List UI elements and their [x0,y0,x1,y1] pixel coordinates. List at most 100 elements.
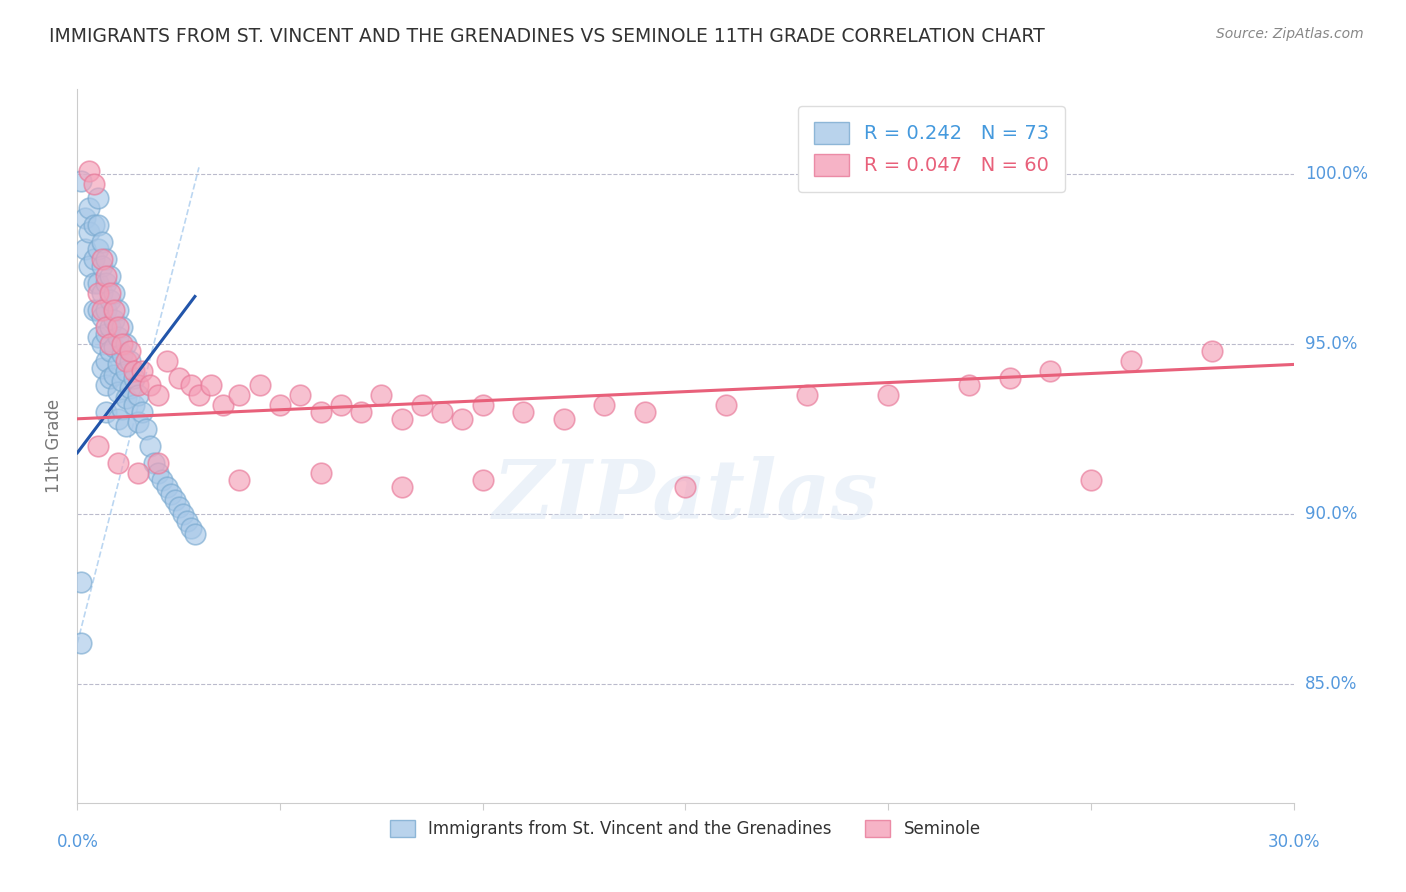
Point [103,341,125,355]
Point [1039,364,1062,378]
Point [471,398,494,412]
Point [83,303,105,318]
Point [86,218,108,232]
Point [131,405,153,419]
Point [957,377,980,392]
Point [79,225,101,239]
Point [593,398,616,412]
Point [228,473,250,487]
Point [471,473,494,487]
Point [430,405,453,419]
Legend: Immigrants from St. Vincent and the Grenadines, Seminole: Immigrants from St. Vincent and the Gren… [384,813,987,845]
Point [83,218,105,232]
Point [70,636,93,650]
Point [1201,343,1223,358]
Point [115,364,138,378]
Point [115,337,138,351]
Point [148,456,170,470]
Point [127,466,149,480]
Point [75,242,97,256]
Point [94,320,117,334]
Point [107,358,129,372]
Point [675,480,697,494]
Point [94,303,117,318]
Point [94,377,117,392]
Point [553,412,575,426]
Point [90,286,112,301]
Point [143,456,166,470]
Point [86,286,108,301]
Point [86,242,108,256]
Point [75,211,97,226]
Point [139,377,162,392]
Point [159,486,181,500]
Text: 90.0%: 90.0% [1305,505,1357,523]
Point [877,388,900,402]
Point [370,388,392,402]
Point [90,337,112,351]
Point [83,276,105,290]
Point [86,276,108,290]
Point [98,320,121,334]
Point [79,163,101,178]
Point [155,480,177,494]
Point [391,412,413,426]
Point [107,412,129,426]
Point [180,377,202,392]
Text: 85.0%: 85.0% [1305,675,1357,693]
Point [172,507,194,521]
Point [290,388,312,402]
Point [634,405,657,419]
Point [90,360,112,375]
Point [90,252,112,266]
Point [111,375,134,389]
Point [70,174,93,188]
Point [135,422,157,436]
Point [118,381,141,395]
Point [184,527,207,541]
Point [98,343,121,358]
Text: Source: ZipAtlas.com: Source: ZipAtlas.com [1216,27,1364,41]
Point [98,269,121,284]
Point [122,398,145,412]
Point [200,377,222,392]
Point [167,371,190,385]
Point [107,320,129,334]
Y-axis label: 11th Grade: 11th Grade [45,399,63,493]
Point [103,303,125,318]
Point [103,368,125,382]
Point [167,500,190,515]
Point [107,456,129,470]
Point [79,201,101,215]
Point [1080,473,1102,487]
Point [998,371,1021,385]
Point [111,347,134,361]
Point [94,326,117,341]
Point [1121,354,1143,368]
Point [309,405,332,419]
Point [98,293,121,307]
Point [86,330,108,344]
Point [94,405,117,419]
Point [98,337,121,351]
Point [115,354,138,368]
Point [139,439,162,453]
Point [163,493,186,508]
Point [148,466,170,480]
Point [188,388,211,402]
Point [107,330,129,344]
Point [176,514,198,528]
Point [391,480,413,494]
Point [83,252,105,266]
Point [714,398,737,412]
Point [103,313,125,327]
Point [90,259,112,273]
Point [796,388,818,402]
Point [127,377,149,392]
Point [249,377,271,392]
Point [451,412,474,426]
Text: 100.0%: 100.0% [1305,165,1368,183]
Point [115,392,138,406]
Point [79,259,101,273]
Point [111,337,134,351]
